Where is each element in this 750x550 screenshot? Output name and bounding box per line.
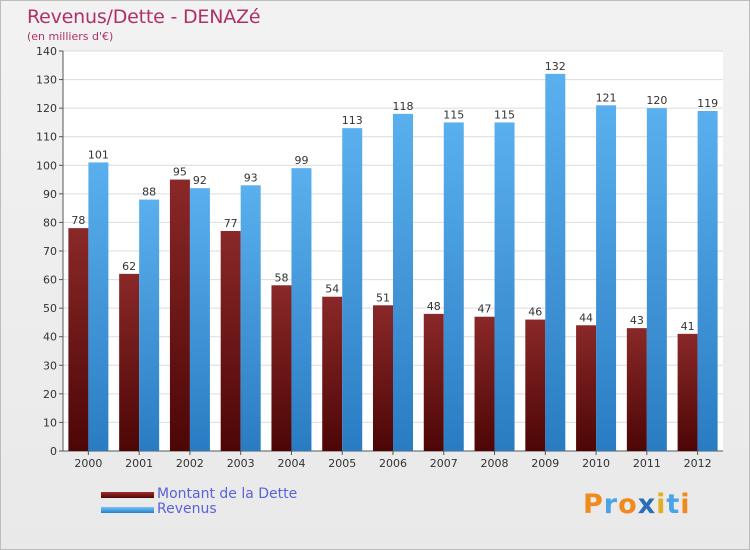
proxiti-logo: Proxiti: [583, 489, 691, 520]
y-tick-label: 130: [36, 74, 57, 87]
bar-dette: [271, 285, 292, 451]
bar-dette: [373, 305, 393, 451]
y-tick-label: 20: [43, 388, 57, 401]
y-tick-label: 80: [43, 216, 57, 229]
data-label-revenus: 120: [646, 94, 667, 107]
data-label-dette: 47: [478, 303, 492, 316]
logo-letter: i: [656, 489, 667, 520]
y-tick-label: 140: [36, 45, 57, 58]
logo-letter: t: [666, 489, 681, 520]
data-label-dette: 54: [325, 283, 339, 296]
bar-revenus: [494, 122, 515, 451]
bar-dette: [474, 316, 495, 451]
data-label-dette: 77: [224, 217, 238, 230]
bar-revenus: [443, 122, 464, 451]
bar-revenus: [88, 162, 109, 451]
y-tick-label: 90: [43, 188, 57, 201]
bar-revenus: [240, 185, 261, 452]
bar-revenus: [139, 199, 160, 451]
y-tick-label: 30: [43, 359, 57, 372]
legend-label-dette: Montant de la Dette: [157, 486, 298, 502]
bar-dette: [119, 273, 140, 451]
y-tick-label: 40: [43, 331, 57, 344]
chart-subtitle: (en milliers d'€): [27, 30, 114, 43]
y-tick-label: 100: [36, 159, 57, 172]
y-tick-label: 110: [36, 131, 57, 144]
x-tick-label: 2002: [176, 457, 204, 470]
data-label-revenus: 115: [443, 108, 464, 121]
logo-letter: P: [583, 489, 604, 520]
bar-revenus: [393, 113, 413, 451]
data-label-dette: 78: [71, 214, 85, 227]
y-tick-label: 50: [43, 302, 57, 315]
bar-revenus: [189, 188, 210, 451]
bar-dette: [220, 231, 241, 451]
x-tick-label: 2008: [481, 457, 509, 470]
y-tick-label: 0: [50, 445, 57, 458]
x-tick-label: 2011: [633, 457, 661, 470]
legend: Montant de la Dette Revenus: [101, 487, 297, 517]
data-label-revenus: 119: [697, 97, 718, 110]
data-label-revenus: 121: [596, 91, 617, 104]
bar-revenus: [596, 105, 617, 452]
bar-revenus: [342, 128, 363, 451]
data-label-revenus: 88: [142, 186, 156, 199]
bar-revenus: [646, 108, 667, 452]
data-label-revenus: 115: [494, 108, 515, 121]
bar-revenus: [697, 111, 718, 451]
logo-letter: o: [618, 489, 638, 520]
data-label-dette: 41: [681, 320, 695, 333]
legend-item-dette: Montant de la Dette: [101, 487, 297, 502]
bar-dette: [68, 228, 89, 451]
x-tick-label: 2007: [430, 457, 458, 470]
x-tick-label: 2004: [277, 457, 305, 470]
data-label-dette: 48: [427, 300, 441, 313]
data-label-dette: 58: [274, 271, 288, 284]
data-label-revenus: 93: [244, 171, 258, 184]
logo-letter: x: [637, 489, 657, 520]
data-label-dette: 46: [528, 306, 542, 319]
y-tick-label: 60: [43, 274, 57, 287]
legend-label-revenus: Revenus: [157, 501, 217, 517]
data-label-dette: 51: [376, 291, 390, 304]
data-label-dette: 95: [173, 166, 187, 179]
x-tick-label: 2010: [582, 457, 610, 470]
chart-title: Revenus/Dette - DENAZé: [27, 6, 261, 28]
data-label-dette: 62: [122, 260, 136, 273]
legend-swatch-revenus: [101, 506, 154, 513]
bar-dette: [677, 333, 698, 451]
x-tick-label: 2006: [379, 457, 407, 470]
data-label-revenus: 99: [294, 154, 308, 167]
x-tick-label: 2012: [684, 457, 712, 470]
bar-dette: [423, 313, 444, 451]
x-tick-label: 2000: [74, 457, 102, 470]
y-tick-label: 70: [43, 245, 57, 258]
bar-revenus: [545, 73, 566, 451]
y-tick-label: 120: [36, 102, 57, 115]
data-label-dette: 44: [579, 311, 593, 324]
bar-dette: [169, 179, 190, 452]
data-label-revenus: 101: [88, 148, 109, 161]
data-label-revenus: 118: [393, 100, 414, 113]
legend-item-revenus: Revenus: [101, 502, 297, 517]
bar-revenus: [291, 168, 312, 451]
logo-letter: r: [603, 489, 619, 520]
x-tick-label: 2009: [531, 457, 559, 470]
bar-dette: [576, 325, 597, 451]
x-tick-label: 2003: [227, 457, 255, 470]
data-label-revenus: 132: [545, 60, 566, 73]
bar-dette: [626, 328, 647, 451]
data-label-dette: 43: [630, 314, 644, 327]
legend-swatch-dette: [101, 491, 154, 498]
x-tick-label: 2001: [125, 457, 153, 470]
data-label-revenus: 113: [342, 114, 363, 127]
logo-letter: i: [680, 489, 691, 520]
x-tick-label: 2005: [328, 457, 356, 470]
y-tick-label: 10: [43, 416, 57, 429]
bar-dette: [322, 296, 343, 451]
data-label-revenus: 92: [193, 174, 207, 187]
bar-dette: [525, 319, 546, 451]
